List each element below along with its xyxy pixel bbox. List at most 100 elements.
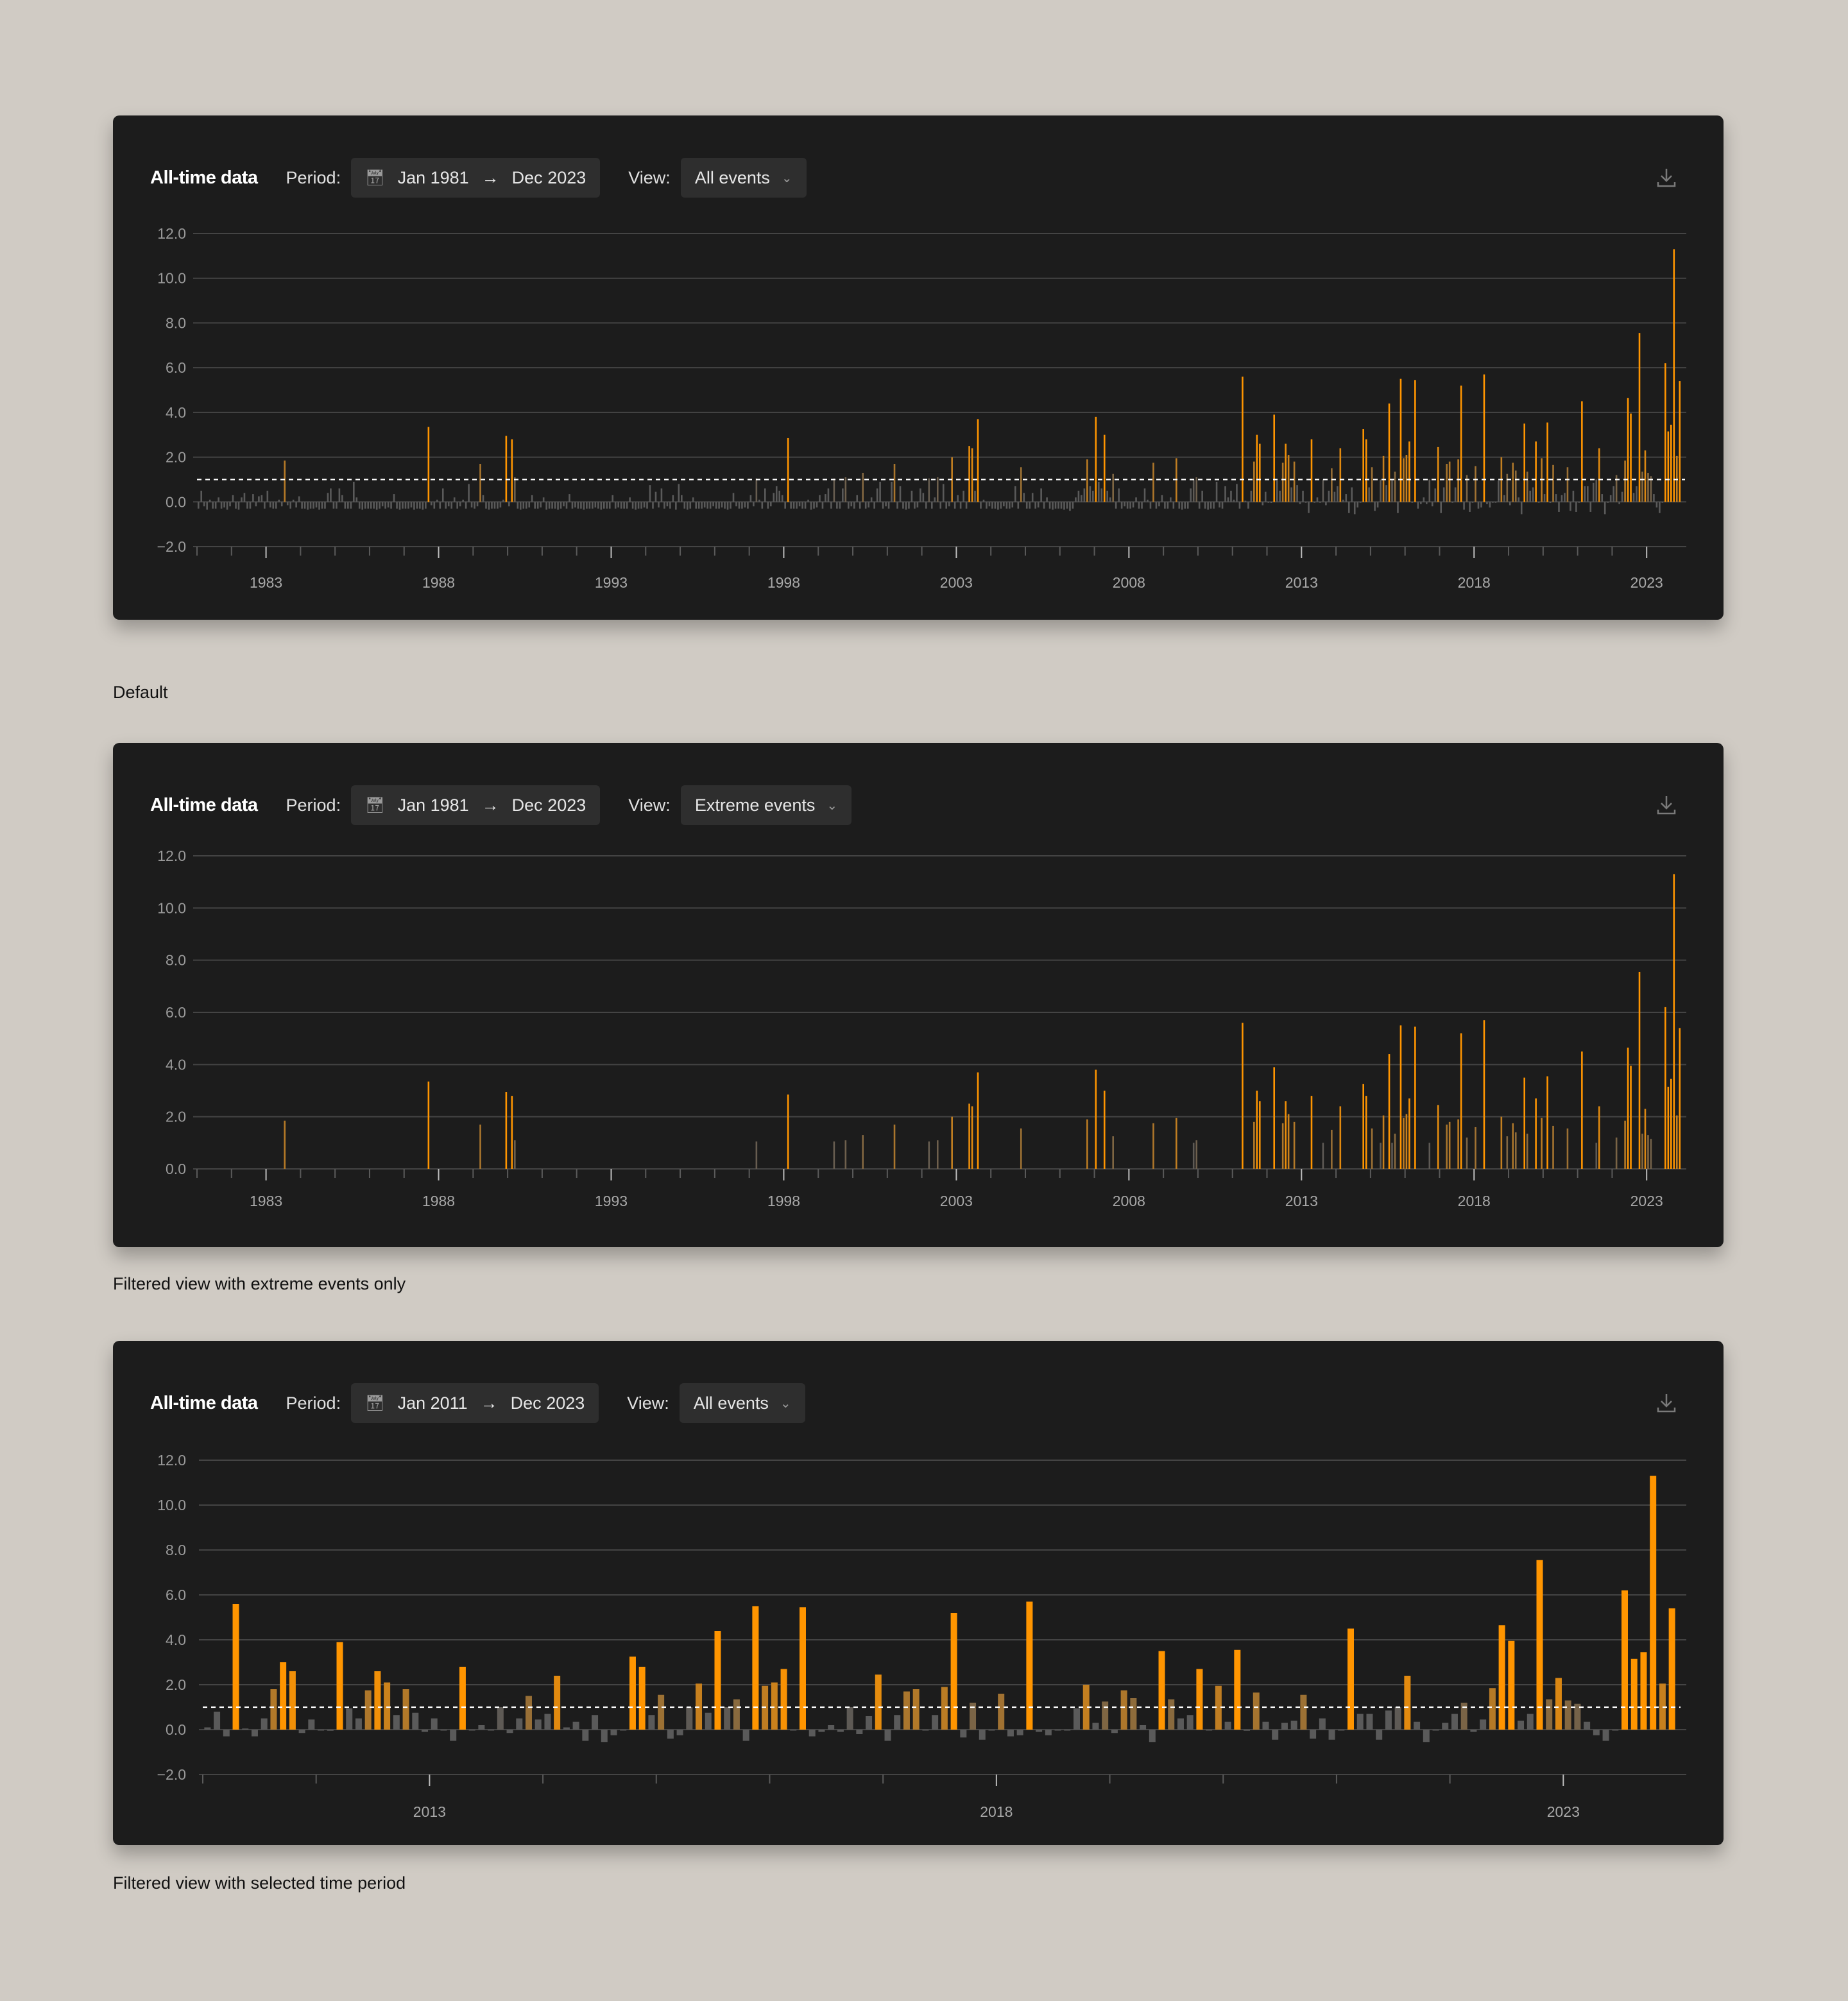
bar — [393, 494, 395, 502]
bar — [988, 1730, 995, 1731]
view-dropdown[interactable]: All events ⌄ — [680, 158, 807, 198]
bar — [1190, 488, 1192, 502]
bar — [649, 485, 651, 502]
bar — [445, 502, 447, 509]
bar — [1072, 502, 1074, 509]
bar — [790, 1730, 797, 1731]
period-picker[interactable]: 📅︎ Jan 2011 → Dec 2023 — [351, 1383, 599, 1423]
bar — [1365, 1096, 1367, 1169]
bar — [1411, 502, 1414, 503]
bar — [1440, 502, 1442, 513]
bar — [714, 1631, 721, 1730]
bar — [1086, 459, 1088, 502]
bar — [1630, 413, 1632, 502]
bar — [355, 497, 358, 502]
bar — [1215, 481, 1218, 502]
bar — [214, 502, 217, 509]
x-tick-label: 2013 — [1285, 1193, 1318, 1209]
bar — [1448, 1121, 1451, 1169]
view-dropdown[interactable]: All events ⌄ — [679, 1383, 805, 1423]
bar — [830, 502, 832, 509]
bar — [1293, 1121, 1296, 1169]
bar — [583, 502, 585, 510]
bar — [1428, 479, 1431, 502]
bar — [1359, 502, 1362, 503]
bar — [1508, 1640, 1515, 1730]
download-icon[interactable] — [1656, 1392, 1677, 1414]
bar — [1428, 1143, 1431, 1169]
bar — [1595, 1143, 1598, 1169]
x-tick-label: 2018 — [980, 1803, 1013, 1820]
bar — [491, 502, 493, 509]
bar — [1503, 495, 1505, 502]
bar — [412, 1712, 419, 1730]
bar — [1546, 1699, 1553, 1730]
download-icon[interactable] — [1656, 167, 1677, 189]
bar — [1081, 495, 1082, 502]
bar — [1120, 1690, 1127, 1730]
bar — [289, 502, 291, 509]
bar — [1555, 1678, 1562, 1730]
bar — [742, 1730, 749, 1741]
x-tick-label: 2023 — [1630, 574, 1663, 591]
bar — [862, 1135, 864, 1169]
calendar-icon: 📅︎ — [365, 1394, 385, 1412]
bar — [1408, 1098, 1410, 1169]
bar — [206, 502, 208, 510]
bar — [1319, 1718, 1326, 1730]
bar — [1391, 1143, 1393, 1169]
bar — [422, 502, 424, 510]
bar — [1322, 479, 1324, 502]
bar — [1403, 458, 1405, 502]
bar — [600, 502, 603, 510]
bar — [1552, 464, 1554, 502]
bar — [1293, 461, 1296, 502]
bar — [1555, 494, 1557, 502]
bar — [243, 493, 246, 502]
y-tick-label: 8.0 — [166, 952, 186, 969]
bar — [1152, 463, 1154, 502]
bar — [601, 1730, 608, 1742]
bar — [1095, 1069, 1097, 1169]
bar — [626, 502, 628, 509]
bar — [1337, 486, 1339, 502]
view-dropdown[interactable]: Extreme events ⌄ — [680, 785, 852, 825]
bar — [298, 1730, 305, 1733]
bar — [1667, 431, 1670, 502]
bar — [410, 502, 413, 507]
bar — [327, 1730, 334, 1731]
bar — [462, 499, 464, 502]
bar — [894, 1715, 901, 1730]
period-picker[interactable]: 📅︎ Jan 1981 → Dec 2023 — [351, 158, 601, 198]
bar — [1149, 1730, 1156, 1742]
bar — [431, 502, 432, 506]
bar — [307, 502, 309, 510]
bar — [833, 1141, 835, 1169]
bar — [321, 502, 323, 509]
bar — [242, 1728, 249, 1730]
bar — [1509, 502, 1511, 506]
period-picker[interactable]: 📅︎ Jan 1981 → Dec 2023 — [351, 785, 601, 825]
bar — [936, 477, 939, 502]
bar — [1564, 1700, 1571, 1730]
x-tick-label: 1983 — [250, 574, 282, 591]
bar — [381, 502, 384, 507]
bar — [675, 502, 677, 510]
bar — [1276, 481, 1278, 502]
bar — [252, 494, 254, 502]
bar — [1362, 429, 1364, 502]
y-tick-label: 4.0 — [166, 1056, 186, 1073]
bar — [1054, 502, 1057, 509]
bar — [809, 1730, 816, 1737]
bar — [980, 502, 982, 509]
bar — [1451, 1714, 1458, 1730]
y-tick-label: 6.0 — [166, 1587, 186, 1603]
panel-header: All-time data Period: 📅︎ Jan 1981 → Dec … — [150, 158, 807, 198]
bar — [1083, 488, 1086, 502]
bar — [1328, 490, 1330, 502]
bar — [393, 1715, 400, 1730]
download-icon[interactable] — [1656, 794, 1677, 816]
bar — [1356, 1714, 1364, 1730]
bar — [1574, 1703, 1581, 1730]
bar — [1397, 502, 1399, 513]
